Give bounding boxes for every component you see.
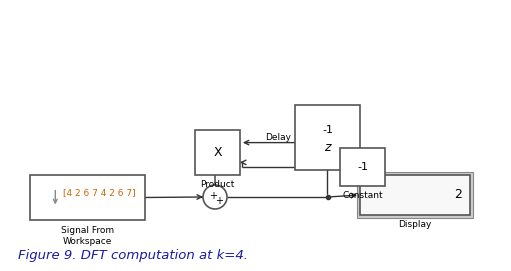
Bar <box>340 148 385 186</box>
Text: Figure 9. DFT computation at k=4.: Figure 9. DFT computation at k=4. <box>18 249 248 262</box>
Text: -1: -1 <box>357 162 368 172</box>
Text: [4 2 6 7 4 2 6 7]: [4 2 6 7 4 2 6 7] <box>63 189 135 198</box>
Text: X: X <box>213 146 222 159</box>
Text: Signal From
Workspace: Signal From Workspace <box>61 226 114 246</box>
Bar <box>357 172 473 218</box>
Text: z: z <box>324 141 331 154</box>
Text: Delay: Delay <box>265 133 291 142</box>
Text: -1: -1 <box>322 125 333 135</box>
Text: Display: Display <box>398 220 432 229</box>
Bar <box>195 130 240 175</box>
Bar <box>360 175 470 215</box>
Bar <box>295 105 360 170</box>
Text: Product: Product <box>200 180 235 189</box>
Text: 2: 2 <box>454 189 462 202</box>
Bar <box>30 175 145 220</box>
Text: Constant: Constant <box>342 191 383 200</box>
Text: +: + <box>215 196 223 206</box>
Text: +: + <box>209 191 217 201</box>
Circle shape <box>203 185 227 209</box>
